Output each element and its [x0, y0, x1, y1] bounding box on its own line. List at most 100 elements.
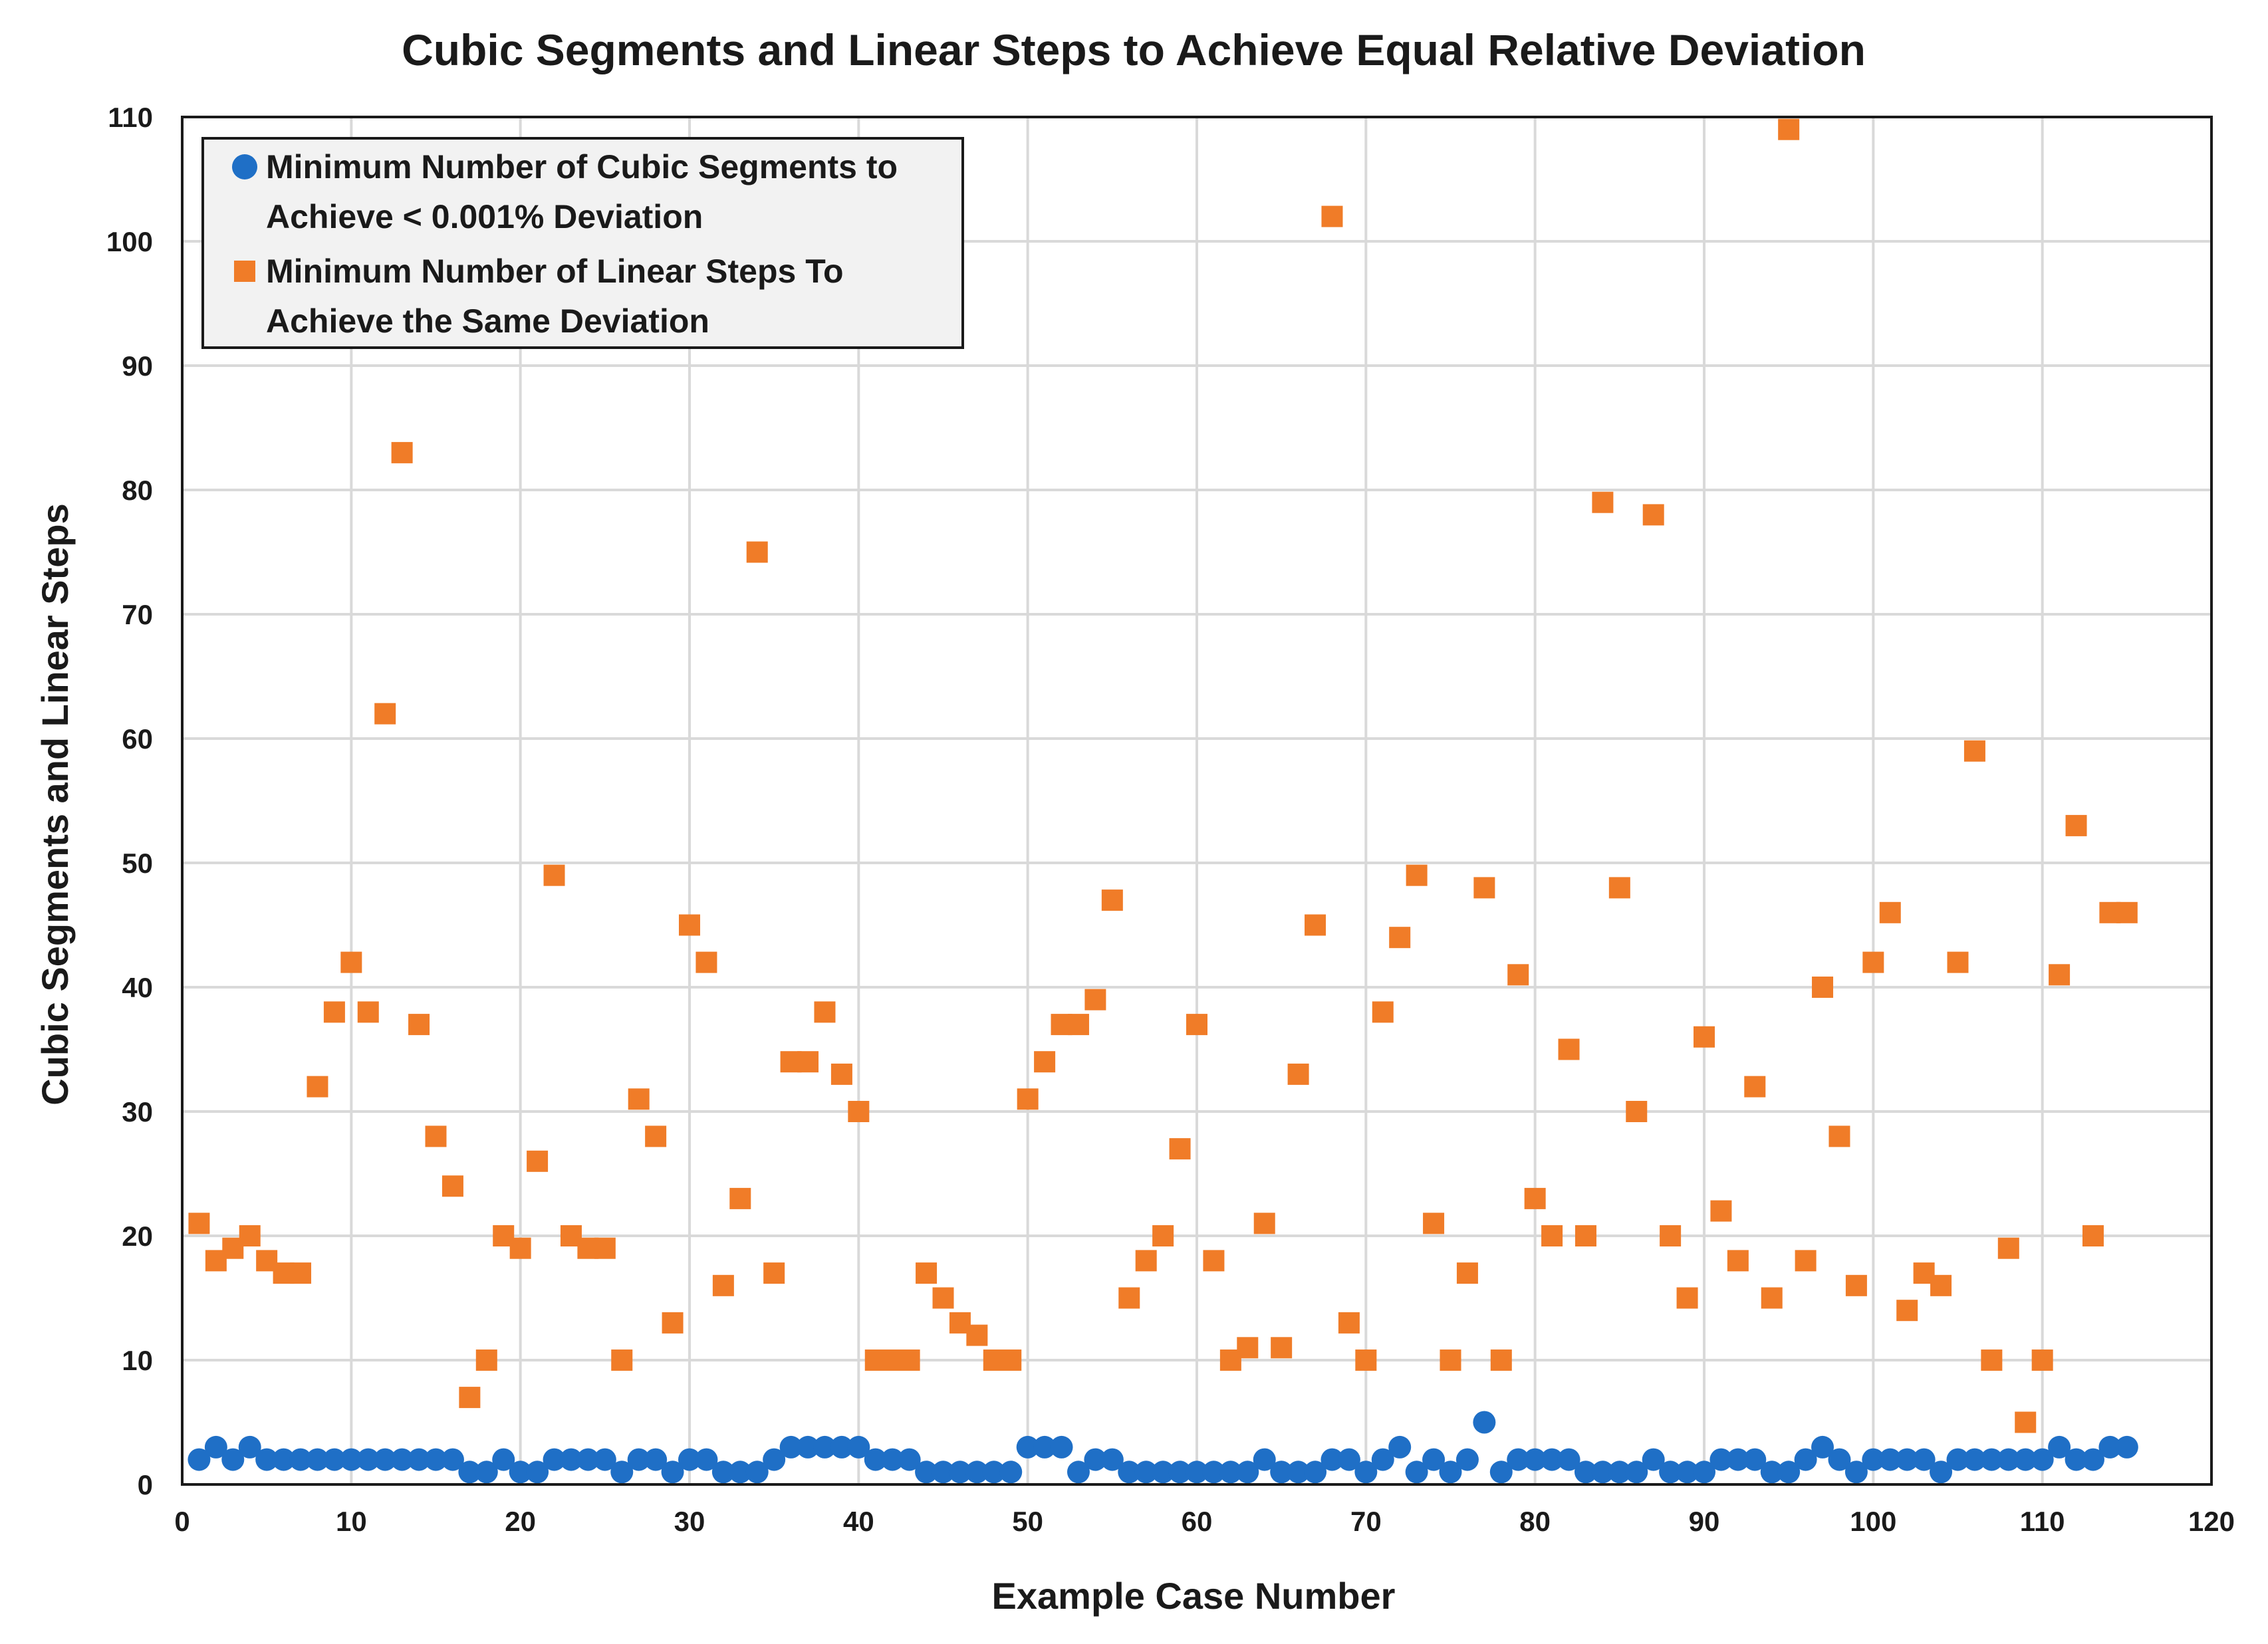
cubic-segments-point	[1760, 1461, 1783, 1484]
cubic-segments-point	[1557, 1448, 1580, 1471]
linear-steps-point	[441, 1175, 463, 1197]
cubic-segments-point	[1016, 1435, 1039, 1459]
legend-entry-cubic: Minimum Number of Cubic Segments to Achie…	[232, 148, 898, 235]
cubic-segments-point	[1168, 1461, 1192, 1484]
linear-steps-point	[543, 864, 565, 886]
legend-square-marker	[234, 261, 255, 282]
linear-steps-point	[966, 1324, 988, 1346]
cubic-segments-point	[1709, 1448, 1733, 1471]
cubic-segments-point	[678, 1448, 701, 1471]
linear-steps-point	[932, 1287, 954, 1309]
cubic-segments-point	[441, 1448, 464, 1471]
cubic-segments-point	[915, 1461, 938, 1484]
linear-steps-point	[848, 1101, 870, 1122]
cubic-segments-point	[272, 1448, 295, 1471]
cubic-segments-point	[526, 1461, 549, 1484]
linear-steps-point	[1490, 1350, 1512, 1371]
linear-steps-point	[797, 1051, 819, 1073]
cubic-segments-point	[864, 1448, 887, 1471]
cubic-segments-point	[1118, 1461, 1141, 1484]
linear-steps-point	[1896, 1300, 1918, 1322]
linear-steps-point	[239, 1225, 261, 1246]
cubic-segments-point	[1896, 1448, 1919, 1471]
tick-labels: 0 10 20 30 40 50 60 70 80 90 100 110 120 0 10 20 30 40 50 6…	[106, 102, 2235, 1537]
linear-steps-point	[1000, 1350, 1022, 1371]
cubic-segments-point	[1354, 1461, 1378, 1484]
linear-steps-point	[408, 1014, 430, 1036]
linear-steps-point	[374, 703, 396, 725]
cubic-segments-point	[627, 1448, 650, 1471]
legend-label-line: Minimum Number of Cubic Segments to	[266, 148, 898, 185]
linear-steps-point	[1592, 491, 1614, 513]
cubic-segments-point	[661, 1461, 684, 1484]
linear-steps-point	[2049, 964, 2071, 986]
cubic-segments-point	[509, 1461, 532, 1484]
x-axis-label: Example Case Number	[992, 1575, 1396, 1617]
linear-steps-point	[1710, 1200, 1732, 1222]
cubic-segments-point	[2081, 1448, 2104, 1471]
cubic-segments-point	[1186, 1461, 1208, 1484]
x-tick-label: 80	[1519, 1506, 1551, 1537]
x-tick-label: 30	[674, 1506, 705, 1537]
legend-label-line: Achieve < 0.001% Deviation	[266, 198, 703, 235]
linear-steps-point	[1744, 1076, 1766, 1098]
cubic-segments-point	[1574, 1461, 1597, 1484]
legend-entry-linear: Minimum Number of Linear Steps To Achieve…	[234, 253, 844, 340]
cubic-segments-point	[1371, 1448, 1394, 1471]
linear-steps-point	[1406, 864, 1428, 886]
cubic-segments-point	[1455, 1448, 1479, 1471]
y-tick-label: 0	[138, 1469, 153, 1500]
y-axis-label: Cubic Segments and Linear Steps	[34, 503, 76, 1106]
cubic-segments-point	[1253, 1448, 1276, 1471]
linear-steps-point	[1017, 1088, 1039, 1110]
legend: Minimum Number of Cubic Segments to Achie…	[201, 137, 964, 349]
linear-steps-point	[645, 1125, 667, 1147]
cubic-segments-point	[1219, 1461, 1242, 1484]
linear-steps-point	[1575, 1225, 1596, 1246]
cubic-segments-point	[1625, 1461, 1648, 1484]
linear-steps-point	[2031, 1350, 2053, 1371]
cubic-segments-point	[475, 1461, 498, 1484]
cubic-segments-point	[1100, 1448, 1124, 1471]
linear-steps-point	[1186, 1014, 1207, 1036]
cubic-segments-point	[221, 1448, 245, 1471]
cubic-segments-point	[2115, 1435, 2138, 1459]
cubic-segments-point	[695, 1448, 718, 1471]
cubic-segments-point	[289, 1448, 313, 1471]
linear-steps-point	[1660, 1225, 1682, 1246]
linear-steps-point	[814, 1001, 836, 1023]
cubic-segments-point	[1084, 1448, 1107, 1471]
cubic-segments-point	[559, 1448, 582, 1471]
cubic-segments-point	[779, 1435, 803, 1459]
linear-steps-point	[1456, 1262, 1478, 1284]
linear-steps-point	[1761, 1287, 1783, 1309]
cubic-segments-point	[711, 1461, 735, 1484]
x-tick-label: 120	[2188, 1506, 2235, 1537]
linear-steps-point	[1541, 1225, 1563, 1246]
linear-steps-point	[1338, 1312, 1360, 1334]
x-tick-label: 20	[505, 1506, 536, 1537]
cubic-segments-point	[1202, 1461, 1225, 1484]
linear-steps-point	[679, 914, 700, 936]
linear-steps-point	[2015, 1411, 2037, 1433]
linear-steps-point	[1321, 205, 1343, 227]
linear-steps-point	[1355, 1350, 1377, 1371]
cubic-segments-point	[2098, 1435, 2122, 1459]
linear-steps-point	[729, 1187, 751, 1209]
cubic-segments-point	[1997, 1448, 2020, 1471]
plot-area-frame	[181, 116, 2213, 1486]
cubic-segments-point	[745, 1461, 769, 1484]
cubic-segments-point	[390, 1448, 414, 1471]
x-tick-label: 10	[336, 1506, 367, 1537]
y-tick-label: 40	[122, 972, 153, 1003]
cubic-segments-point	[1946, 1448, 1969, 1471]
linear-steps-point	[1271, 1337, 1293, 1359]
cubic-segments-point	[898, 1448, 921, 1471]
y-tick-label: 20	[122, 1221, 153, 1252]
linear-steps-point	[1626, 1101, 1648, 1122]
linear-steps-point	[594, 1237, 616, 1259]
linear-steps-point	[1440, 1350, 1461, 1371]
linear-steps-point	[1608, 877, 1630, 899]
cubic-segments-point	[408, 1448, 431, 1471]
